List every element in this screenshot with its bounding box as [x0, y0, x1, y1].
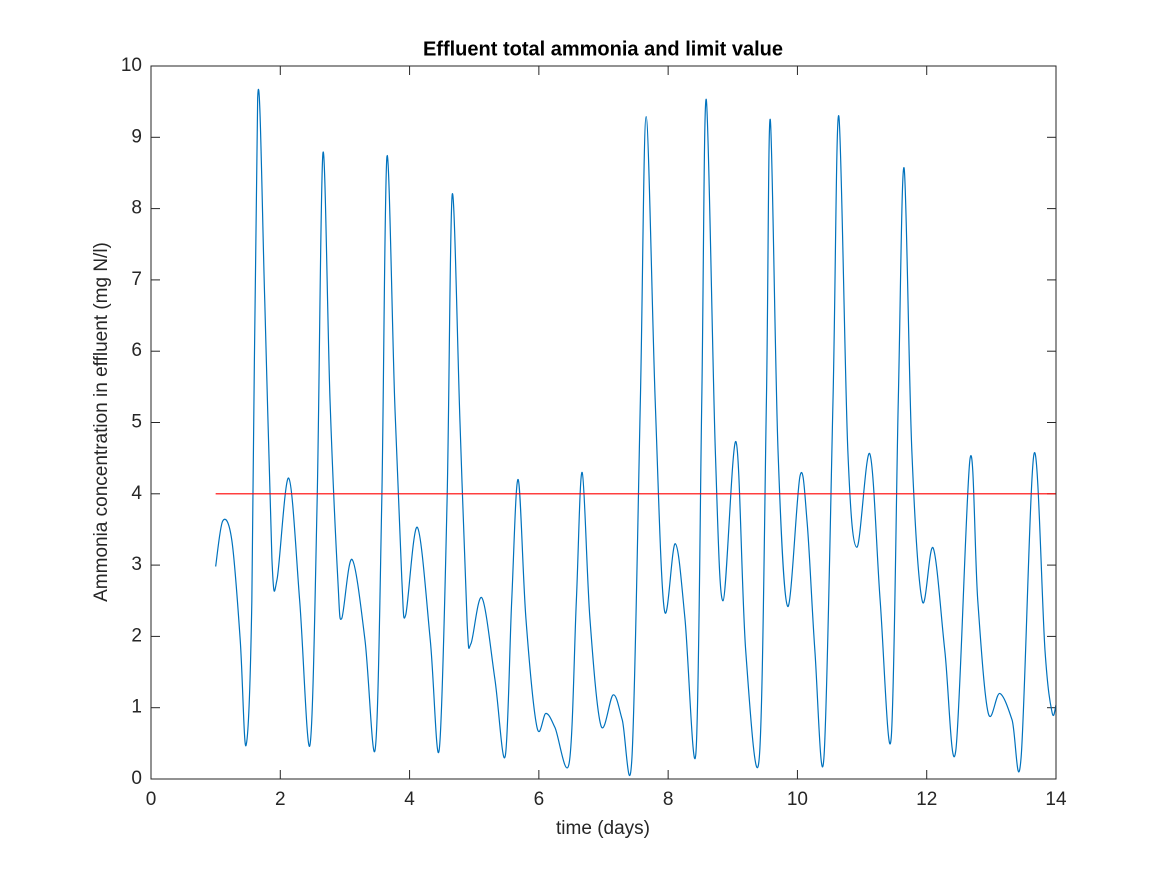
y-tick-label: 3 [131, 554, 142, 575]
plot-area [151, 66, 1056, 779]
chart-title: Effluent total ammonia and limit value [423, 38, 783, 60]
y-tick-label: 0 [131, 768, 142, 789]
y-tick-label: 10 [121, 55, 142, 76]
x-axis-label: time (days) [556, 818, 650, 839]
y-tick-label: 8 [131, 198, 142, 219]
x-tick-label: 10 [787, 789, 808, 810]
x-tick-label: 12 [916, 789, 937, 810]
x-tick-label: 8 [663, 789, 674, 810]
y-axis-label: Ammonia concentration in effluent (mg N/… [91, 242, 112, 602]
data-line [215, 88, 1057, 777]
x-tick-label: 6 [534, 789, 545, 810]
y-tick-label: 6 [131, 340, 142, 361]
x-tick-label: 2 [275, 789, 286, 810]
y-tick-label: 9 [131, 126, 142, 147]
x-tick-label: 4 [404, 789, 415, 810]
x-tick-label: 0 [146, 789, 157, 810]
y-tick-label: 1 [131, 697, 142, 718]
y-tick-label: 2 [131, 625, 142, 646]
y-tick-label: 5 [131, 412, 142, 433]
y-tick-label: 7 [131, 269, 142, 290]
axes-box [150, 65, 1057, 780]
y-tick-label: 4 [131, 483, 142, 504]
x-tick-label: 14 [1045, 789, 1067, 810]
